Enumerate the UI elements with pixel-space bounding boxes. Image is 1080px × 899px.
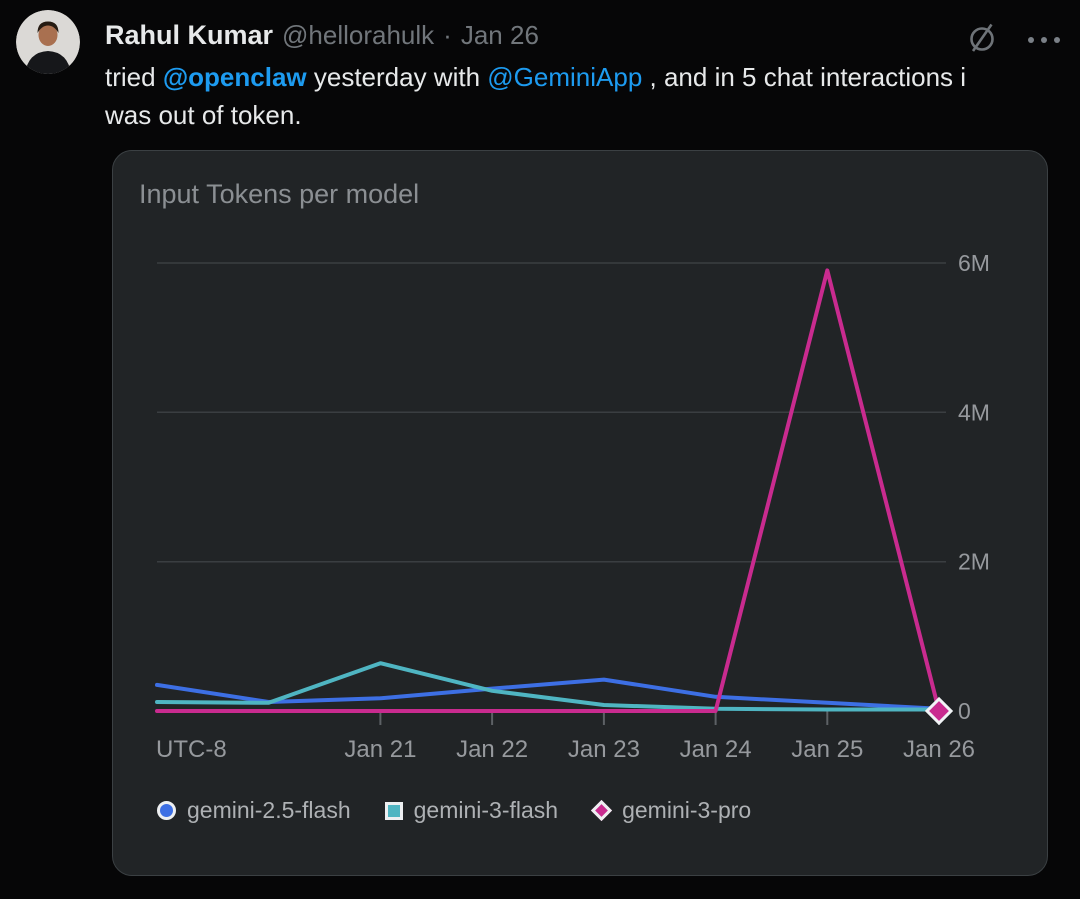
- more-options-icon: [1054, 37, 1060, 43]
- x-axis-label: Jan 21: [344, 736, 416, 763]
- x-axis-label: Jan 22: [456, 736, 528, 763]
- series-end-diamond-marker: [924, 696, 954, 726]
- legend-item-gemini-3-pro[interactable]: gemini-3-pro: [590, 797, 752, 824]
- series-line-gemini-2.5-flash: [155, 677, 941, 711]
- grok-summarize-button[interactable]: [964, 20, 1000, 56]
- legend-circle-marker-icon: [157, 801, 176, 820]
- x-axis-label: Jan 23: [568, 736, 640, 763]
- mention-link[interactable]: @GeminiApp: [487, 62, 643, 92]
- x-axis-label: Jan 25: [791, 736, 863, 763]
- legend-label: gemini-3-pro: [622, 797, 752, 823]
- grok-icon: [970, 23, 994, 52]
- tweet-text: tried @openclaw yesterday with @GeminiAp…: [105, 58, 1050, 134]
- post-header: Rahul Kumar @hellorahulk · Jan 26: [105, 20, 539, 51]
- usage-chart-card: 0 2M 4M 6M UTC-8 Jan 21 Jan 22 Jan 23 Jan 24 Jan …: [112, 150, 1048, 876]
- post-date[interactable]: Jan 26: [460, 20, 539, 50]
- tweet-text-segment: yesterday with: [306, 62, 488, 92]
- more-options-button[interactable]: [1028, 34, 1060, 46]
- author-name[interactable]: Rahul Kumar: [105, 20, 274, 50]
- tweet-text-segment: , and in 5 chat interactions i: [642, 62, 967, 92]
- y-axis-label: 0: [958, 698, 971, 724]
- legend-item-gemini-3-flash[interactable]: gemini-3-flash: [384, 797, 559, 824]
- avatar-image: [16, 10, 80, 74]
- legend-square-marker-icon: [384, 801, 403, 820]
- avatar[interactable]: [16, 10, 80, 74]
- y-axis-label: 2M: [958, 549, 990, 575]
- legend-item-gemini-2.5-flash[interactable]: gemini-2.5-flash: [157, 797, 351, 824]
- tweet-text-segment: was out of token.: [105, 100, 302, 130]
- tweet-text-segment: tried: [105, 62, 163, 92]
- more-options-icon: [1041, 37, 1047, 43]
- more-options-icon: [1028, 37, 1034, 43]
- x-axis-label: UTC-8: [156, 736, 227, 763]
- header-separator: ·: [443, 20, 452, 50]
- author-handle[interactable]: @hellorahulk: [282, 20, 435, 50]
- legend-label: gemini-3-flash: [413, 797, 559, 823]
- x-axis-label: Jan 24: [680, 736, 752, 763]
- chart-legend: gemini-2.5-flash gemini-3-flash gemini-3-p…: [157, 797, 751, 824]
- x-axis-label: Jan 26: [903, 736, 975, 763]
- legend-label: gemini-2.5-flash: [187, 797, 351, 823]
- series-line-gemini-3-pro: [155, 268, 941, 713]
- y-axis-label: 4M: [958, 399, 990, 425]
- mention-link[interactable]: @openclaw: [162, 62, 307, 92]
- chart-title: Input Tokens per model: [139, 179, 420, 209]
- y-axis-label: 6M: [958, 250, 990, 276]
- series-line-gemini-3-flash: [155, 661, 941, 712]
- legend-diamond-marker-icon: [590, 799, 613, 822]
- usage-chart-svg: 0 2M 4M 6M UTC-8 Jan 21 Jan 22 Jan 23 Jan 24 Jan …: [155, 250, 990, 763]
